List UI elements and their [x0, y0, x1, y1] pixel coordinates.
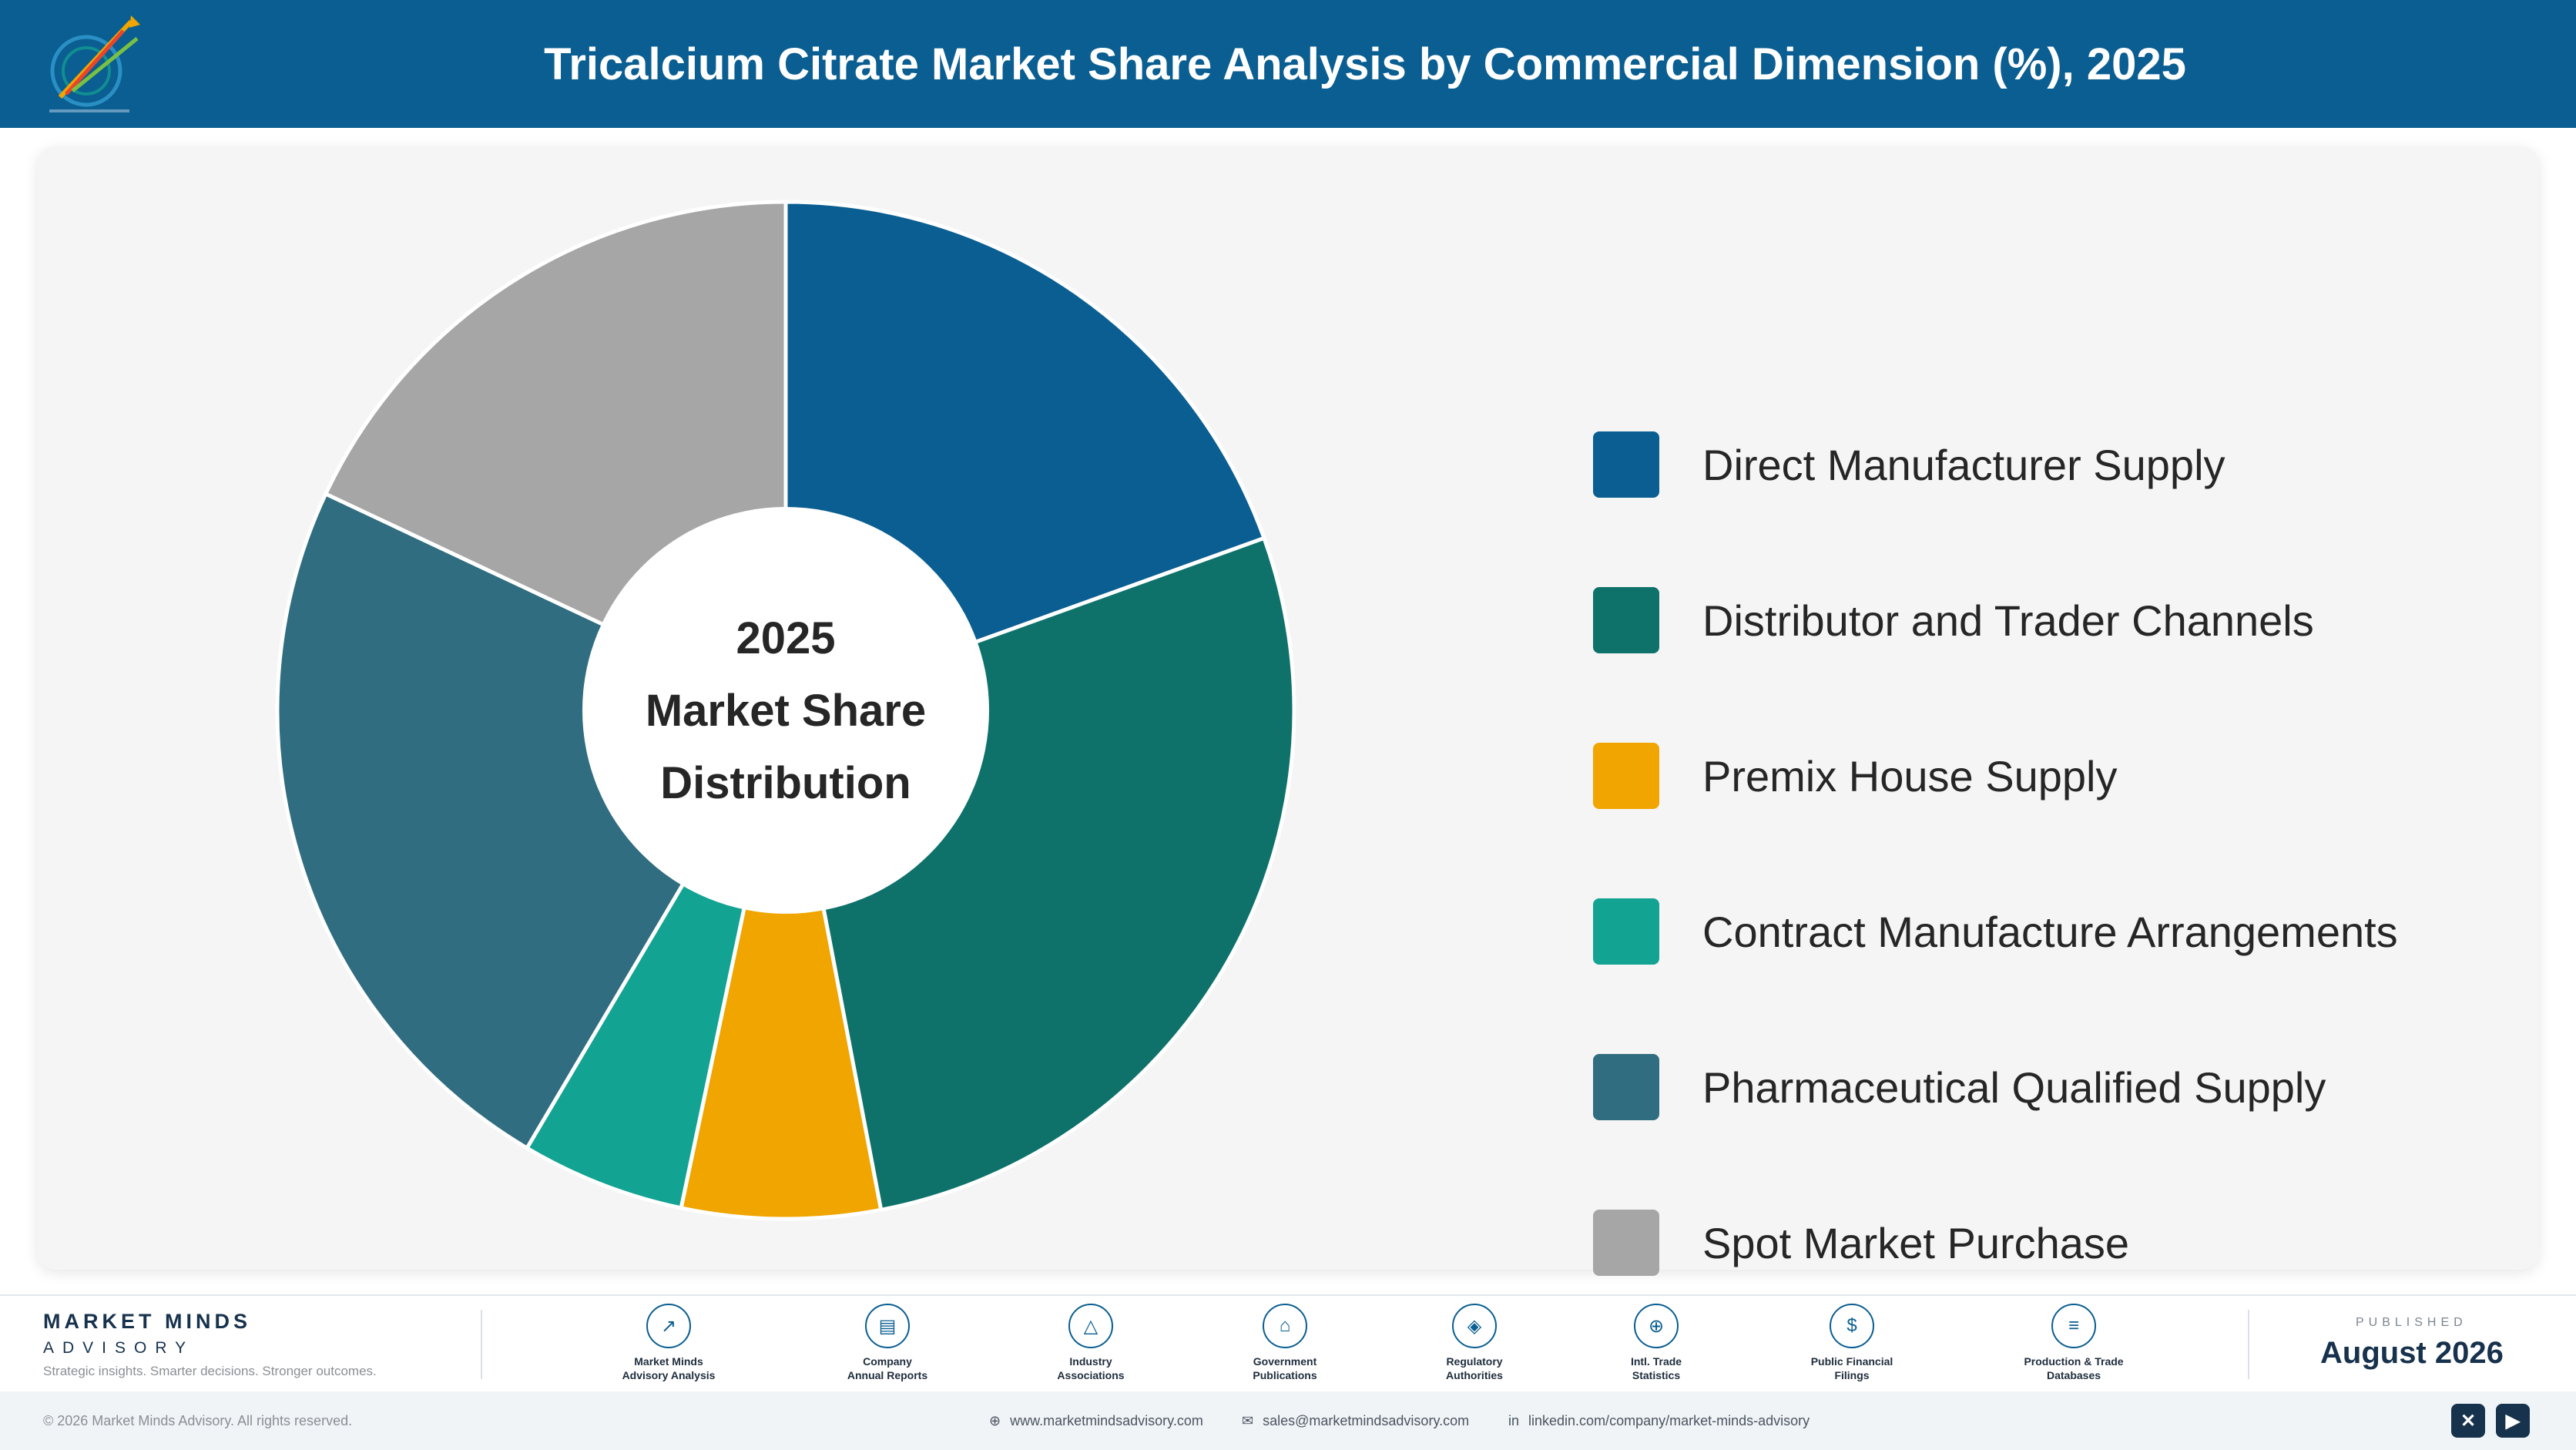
legend-item: Contract Manufacture Arrangements	[1593, 898, 2398, 965]
source-item: △ Industry Associations	[998, 1304, 1183, 1382]
published-date: August 2026	[2320, 1336, 2504, 1370]
source-item: ◈ Regulatory Authorities	[1382, 1304, 1567, 1382]
legend-item: Premix House Supply	[1593, 743, 2117, 809]
legend-item: Spot Market Purchase	[1593, 1210, 2129, 1276]
globe-icon: ⊕	[1634, 1304, 1679, 1348]
mail-icon: ✉	[1242, 1413, 1254, 1428]
center-label: Market Share	[646, 686, 926, 736]
legend-swatch	[1593, 743, 1659, 809]
source-item: ⊕ Intl. Trade Statistics	[1564, 1304, 1749, 1382]
legend-label: Distributor and Trader Channels	[1702, 596, 2314, 645]
copyright-text: © 2026 Market Minds Advisory. All rights…	[43, 1413, 353, 1428]
legend-item: Pharmaceutical Qualified Supply	[1593, 1054, 2326, 1120]
brand-name: MARKET MINDS	[43, 1310, 251, 1333]
center-label: 2025	[736, 613, 835, 663]
source-label: Production & Trade Databases	[2024, 1355, 2124, 1381]
source-item: ↗ Market Minds Advisory Analysis	[576, 1304, 761, 1382]
legend-swatch	[1593, 587, 1659, 653]
building-icon: ⌂	[1263, 1304, 1307, 1348]
brand-subtitle: ADVISORY	[43, 1339, 195, 1357]
source-label: Public Financial Filings	[1810, 1355, 1893, 1381]
legend-label: Contract Manufacture Arrangements	[1702, 907, 2398, 956]
dollar-icon: $	[1830, 1304, 1874, 1348]
donut-hole	[582, 507, 989, 914]
linkedin-link[interactable]: in linkedin.com/company/market-minds-adv…	[1508, 1413, 1810, 1429]
published-label: PUBLISHED	[2356, 1316, 2467, 1329]
pie-slice-3[interactable]	[679, 710, 884, 1221]
bottom-bar: © 2026 Market Minds Advisory. All rights…	[0, 1391, 2576, 1450]
legend-label: Direct Manufacturer Supply	[1702, 440, 2225, 489]
page-title: Tricalcium Citrate Market Share Analysis…	[544, 39, 2186, 89]
email-text: sales@marketmindsadvisory.com	[1263, 1413, 1470, 1428]
brand-tagline: Strategic insights. Smarter decisions. S…	[43, 1364, 377, 1378]
legend-swatch	[1593, 431, 1659, 498]
legend-item: Direct Manufacturer Supply	[1593, 431, 2225, 498]
legend-swatch	[1593, 898, 1659, 965]
source-label: Company Annual Reports	[847, 1355, 928, 1381]
center-label: Distribution	[660, 758, 911, 808]
website-text: www.marketmindsadvisory.com	[1010, 1413, 1203, 1428]
database-icon: ≡	[2051, 1304, 2096, 1348]
legend-swatch	[1593, 1210, 1659, 1276]
legend-swatch	[1593, 1054, 1659, 1120]
source-item: ≡ Production & Trade Databases	[1981, 1304, 2166, 1382]
donut-chart: 2025 Market Share Distribution	[275, 200, 1296, 1221]
legend-label: Pharmaceutical Qualified Supply	[1702, 1062, 2326, 1112]
source-item: ⌂ Government Publications	[1192, 1304, 1377, 1382]
shield-icon: ◈	[1452, 1304, 1497, 1348]
footer: MARKET MINDS ADVISORY Strategic insights…	[0, 1294, 2576, 1391]
legend-label: Premix House Supply	[1702, 751, 2118, 801]
source-label: Government Publications	[1253, 1355, 1317, 1381]
linkedin-text: linkedin.com/company/market-minds-adviso…	[1528, 1413, 1810, 1428]
source-item: ▤ Company Annual Reports	[795, 1304, 980, 1382]
x-social-icon[interactable]: ✕	[2451, 1404, 2485, 1438]
legend-label: Spot Market Purchase	[1702, 1218, 2130, 1267]
website-link[interactable]: ⊕ www.marketmindsadvisory.com	[989, 1413, 1203, 1429]
source-label: Regulatory Authorities	[1446, 1355, 1503, 1381]
youtube-icon[interactable]: ▶	[2496, 1404, 2530, 1438]
document-icon: ▤	[865, 1304, 910, 1348]
chart-card: 2025 Market Share Distribution Direct Manu…	[37, 146, 2539, 1276]
email-link[interactable]: ✉ sales@marketmindsadvisory.com	[1242, 1413, 1469, 1429]
company-logo	[49, 15, 140, 112]
footer-divider	[481, 1310, 482, 1379]
footer-divider	[2248, 1310, 2249, 1379]
source-item: $ Public Financial Filings	[1759, 1304, 1944, 1382]
network-icon: △	[1068, 1304, 1113, 1348]
globe-icon: ⊕	[989, 1413, 1001, 1428]
source-label: Intl. Trade Statistics	[1630, 1355, 1682, 1381]
source-label: Industry Associations	[1057, 1355, 1125, 1381]
source-label: Market Minds Advisory Analysis	[622, 1355, 716, 1381]
legend-item: Distributor and Trader Channels	[1593, 587, 2314, 653]
header-bar: Tricalcium Citrate Market Share Analysis…	[0, 0, 2576, 128]
linkedin-icon: in	[1508, 1413, 1520, 1428]
chart-line-icon: ↗	[646, 1304, 691, 1348]
